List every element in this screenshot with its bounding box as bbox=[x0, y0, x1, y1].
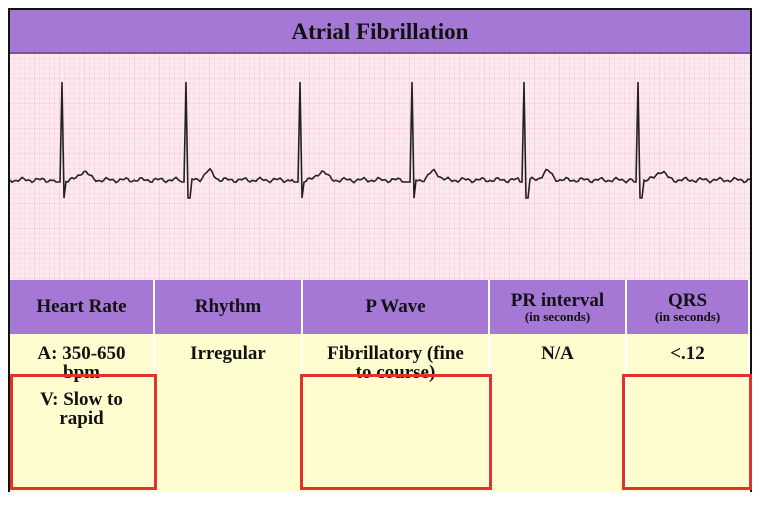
cell-text: Irregular bbox=[190, 343, 266, 364]
cell-text: <.12 bbox=[670, 343, 705, 364]
header-note: (in seconds) bbox=[654, 308, 721, 324]
header-cell: Rhythm bbox=[155, 280, 303, 334]
header-label: Heart Rate bbox=[36, 296, 127, 317]
header-label: Rhythm bbox=[194, 296, 262, 317]
cell-text: N/A bbox=[541, 343, 574, 364]
title: Atrial Fibrillation bbox=[10, 10, 750, 54]
body-cell: A: 350-650 bpm V: Slow to rapid bbox=[10, 334, 155, 492]
body-cell: <.12 bbox=[627, 334, 750, 492]
body-cell: N/A bbox=[490, 334, 627, 492]
body-cell: Fibrillatory (fine to course) bbox=[303, 334, 490, 492]
header-note: (in seconds) bbox=[524, 308, 591, 324]
ecg-strip bbox=[10, 54, 750, 280]
grid bbox=[10, 54, 750, 280]
cell-text: V: Slow to rapid bbox=[40, 389, 123, 429]
cell-text: Fibrillatory (fine to course) bbox=[327, 343, 464, 383]
header-label: P Wave bbox=[365, 296, 426, 317]
header-label: PR interval bbox=[510, 289, 605, 311]
highlight-box bbox=[10, 374, 157, 490]
header-cell: QRS (in seconds) bbox=[627, 280, 750, 334]
body-cell: Irregular bbox=[155, 334, 303, 492]
highlight-box bbox=[300, 374, 492, 490]
cell-text: A: 350-650 bpm bbox=[37, 343, 126, 383]
highlight-box bbox=[622, 374, 752, 490]
header-cell: Heart Rate bbox=[10, 280, 155, 334]
header-label: QRS bbox=[667, 289, 708, 311]
ecg-trace bbox=[10, 81, 750, 199]
header-cell: PR interval (in seconds) bbox=[490, 280, 627, 334]
header-cell: P Wave bbox=[303, 280, 490, 334]
card: Atrial Fibrillation Heart Rate Rhythm P Wa… bbox=[8, 8, 752, 492]
